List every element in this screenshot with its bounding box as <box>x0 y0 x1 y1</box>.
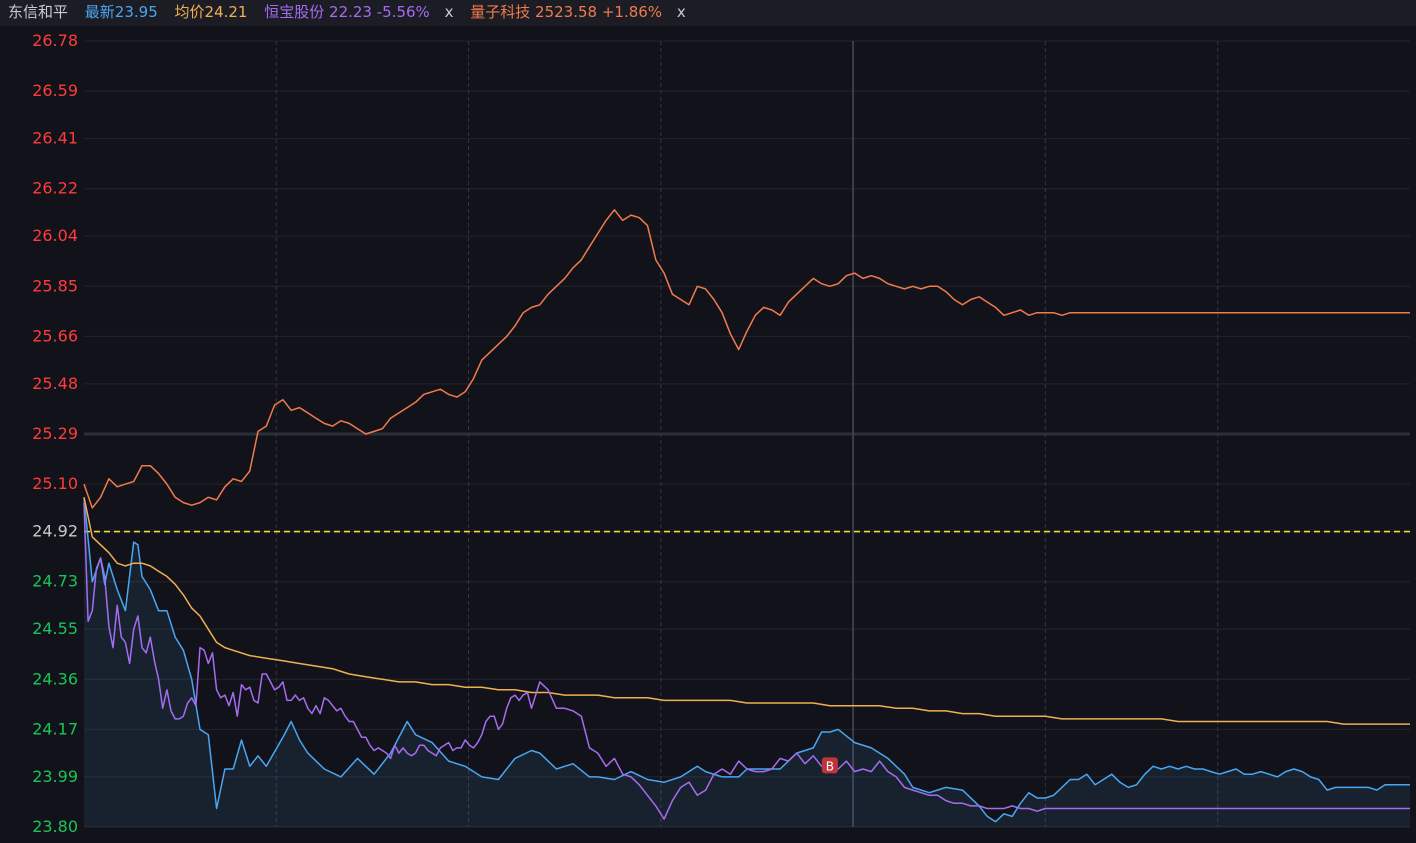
y-tick-label: 26.22 <box>32 179 78 198</box>
remove-compare1-button[interactable]: x <box>444 3 454 21</box>
series-line-compare <box>83 502 1410 820</box>
series-line-compare <box>83 209 1410 509</box>
y-tick-label: 25.10 <box>32 474 78 493</box>
series-line-avg <box>83 497 1410 725</box>
latest-price: 最新23.95 <box>84 3 158 21</box>
series-lines <box>83 209 1410 823</box>
remove-compare2-button[interactable]: x <box>676 3 686 21</box>
y-tick-label: 24.73 <box>32 572 78 591</box>
y-tick-label: 24.55 <box>32 619 78 638</box>
y-tick-label: 23.99 <box>32 767 78 786</box>
price-area <box>84 497 1410 827</box>
stock-name: 东信和平 <box>8 3 69 21</box>
y-tick-label: 24.17 <box>32 719 78 738</box>
y-tick-label: 24.92 <box>32 522 78 541</box>
legend-bar: 东信和平 最新23.95 均价24.21 恒宝股份 22.23 -5.56% x… <box>0 0 1416 26</box>
y-tick-label: 26.41 <box>32 129 78 148</box>
y-tick-label: 26.04 <box>32 226 78 245</box>
y-tick-label: 26.78 <box>32 31 78 50</box>
y-tick-label: 23.80 <box>32 817 78 836</box>
y-tick-label: 24.36 <box>32 669 78 688</box>
y-tick-label: 26.59 <box>32 81 78 100</box>
compare2-legend: 量子科技 2523.58 +1.86% <box>470 3 663 21</box>
y-tick-label: 25.85 <box>32 276 78 295</box>
marker-label: B <box>826 759 834 773</box>
y-tick-label: 25.29 <box>32 424 78 443</box>
series-line-price <box>83 497 1410 823</box>
y-tick-label: 25.66 <box>32 326 78 345</box>
compare1-legend: 恒宝股份 22.23 -5.56% <box>264 3 430 21</box>
y-axis-ticks: 26.78 26.59 26.41 26.22 26.04 25.85 25.66 25.48… <box>32 31 78 836</box>
avg-price: 均价24.21 <box>174 3 248 21</box>
y-tick-label: 25.48 <box>32 374 78 393</box>
trade-marker[interactable]: B <box>821 757 838 774</box>
marker-box[interactable] <box>821 757 838 774</box>
